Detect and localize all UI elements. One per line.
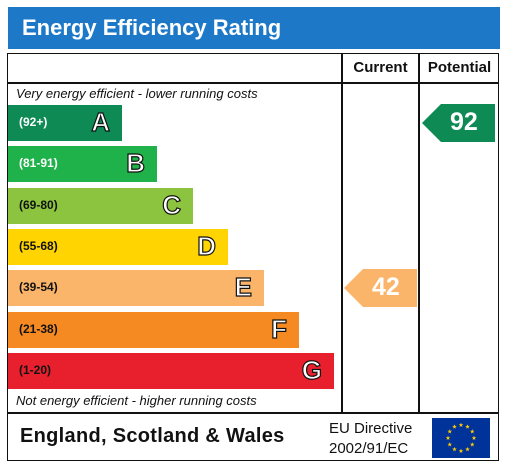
potential-rating-value: 92 bbox=[450, 108, 478, 136]
eu-star bbox=[469, 429, 475, 434]
eu-star bbox=[458, 448, 464, 453]
band-range: (39-54) bbox=[19, 280, 58, 295]
footer-rule bbox=[7, 412, 499, 414]
band-letter: C bbox=[162, 189, 182, 220]
current-rating-value: 42 bbox=[372, 273, 400, 302]
band-letter: F bbox=[271, 313, 288, 344]
band-c: (69-80) C bbox=[8, 187, 193, 224]
band-letter: A bbox=[91, 106, 111, 137]
eu-directive: EU Directive 2002/91/EC bbox=[329, 419, 412, 459]
eu-directive-line2: 2002/91/EC bbox=[329, 440, 409, 457]
eu-star bbox=[452, 446, 457, 452]
footer-region: England, Scotland & Wales bbox=[20, 425, 285, 447]
eu-star bbox=[447, 442, 453, 447]
eu-flag-icon bbox=[432, 418, 490, 458]
current-rating-arrow: 42 bbox=[344, 269, 417, 308]
current-arrow-shape bbox=[344, 269, 417, 308]
band-e: (39-54) E bbox=[8, 270, 264, 307]
eu-star bbox=[447, 429, 453, 434]
top-note: Very energy efficient - lower running co… bbox=[16, 86, 258, 101]
band-f: (21-38) F bbox=[8, 311, 299, 348]
band-letter: D bbox=[197, 230, 217, 261]
band-letter: B bbox=[126, 148, 146, 179]
band-d: (55-68) D bbox=[8, 228, 228, 265]
eu-star bbox=[465, 446, 470, 452]
chart-frame bbox=[7, 53, 499, 461]
band-range: (69-80) bbox=[19, 197, 58, 212]
band-range: (81-91) bbox=[19, 156, 58, 171]
band-range: (1-20) bbox=[19, 362, 52, 377]
divider-potential bbox=[418, 53, 420, 413]
eu-star bbox=[458, 422, 464, 427]
eu-star bbox=[452, 424, 457, 429]
potential-arrow-shape bbox=[422, 104, 495, 142]
column-header-potential: Potential bbox=[427, 59, 492, 76]
band-range: (21-38) bbox=[19, 321, 58, 336]
eu-star bbox=[445, 435, 451, 440]
band-letter: E bbox=[234, 272, 253, 303]
chart-header: Energy Efficiency Rating bbox=[8, 7, 500, 49]
band-range: (92+) bbox=[19, 115, 48, 129]
band-range: (55-68) bbox=[19, 238, 58, 253]
bottom-note: Not energy efficient - higher running co… bbox=[16, 393, 257, 408]
column-header-current: Current bbox=[353, 59, 408, 76]
header-rule bbox=[7, 82, 499, 84]
divider-current bbox=[341, 53, 343, 413]
band-a: (92+) A bbox=[8, 105, 122, 141]
eu-directive-line1: EU Directive bbox=[329, 420, 413, 437]
band-letter: G bbox=[301, 354, 322, 385]
band-b: (81-91) B bbox=[8, 146, 157, 183]
eu-star bbox=[471, 435, 477, 440]
eu-star bbox=[465, 424, 470, 429]
eu-star bbox=[469, 442, 475, 447]
potential-rating-arrow: 92 bbox=[422, 104, 495, 142]
band-g: (1-20) G bbox=[8, 352, 334, 389]
chart-title: Energy Efficiency Rating bbox=[22, 15, 282, 40]
